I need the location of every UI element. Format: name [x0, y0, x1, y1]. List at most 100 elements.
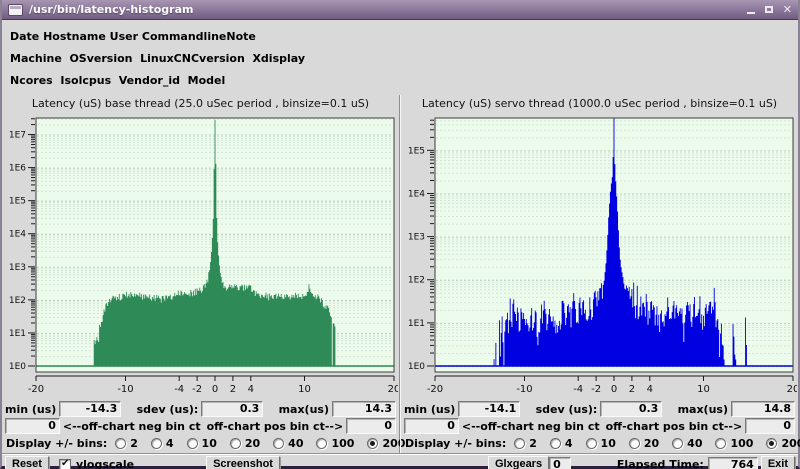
offchart-neg-label: <--off-chart neg bin ct: [62, 419, 201, 433]
display-bins-label: Display +/- bins:: [405, 437, 507, 450]
max-label: max(us): [278, 402, 329, 416]
glxgears-count-entry[interactable]: 0: [549, 456, 572, 469]
radio-checked-icon: [766, 438, 778, 449]
offchart-pos-label: off-chart pos bin ct-->: [605, 419, 743, 433]
histogram-series: [434, 118, 793, 367]
offchart-pos-entry[interactable]: 0: [346, 418, 396, 434]
bins-radio-20[interactable]: 20: [628, 437, 659, 450]
base-thread-stats-row: min (us) -14.3 sdev (us): 0.3 max(us) 14…: [2, 400, 399, 417]
close-icon[interactable]: ✕: [782, 3, 792, 16]
servo-thread-offchart-row: 0 <--off-chart neg bin ct off-chart pos …: [401, 417, 798, 434]
y-axis: 1E0 1E1 1E2 1E3 1E4 1E5: [407, 119, 434, 372]
svg-text:-2: -2: [591, 384, 601, 395]
bottom-bar: Reset ylogscale Screenshot Glxgears 0 El…: [2, 453, 798, 469]
svg-text:2: 2: [229, 384, 235, 395]
svg-text:4: 4: [646, 384, 652, 395]
offchart-neg-entry[interactable]: 0: [404, 418, 459, 434]
sdev-entry[interactable]: 0.3: [600, 401, 663, 417]
svg-text:-20: -20: [426, 384, 442, 395]
exit-button[interactable]: Exit: [760, 456, 795, 469]
title-bar[interactable]: /usr/bin/latency-histogram ✕: [2, 0, 798, 20]
x-axis: -20 -10 -4 -2 0 2 4 10 20: [27, 375, 398, 395]
svg-text:-2: -2: [192, 384, 202, 395]
min-label: min (us): [5, 402, 57, 416]
svg-text:1E0: 1E0: [407, 362, 424, 372]
bins-radio-100[interactable]: 100: [316, 437, 354, 450]
bins-radio-100[interactable]: 100: [715, 437, 753, 450]
max-label: max(us): [677, 402, 728, 416]
bins-radio-2[interactable]: 2: [514, 437, 537, 450]
bins-radio-200[interactable]: 200: [766, 437, 800, 450]
sdev-label: sdev (us):: [535, 402, 598, 416]
display-bins-label: Display +/- bins:: [6, 437, 108, 450]
histogram-series: [35, 119, 394, 367]
elapsed-time-label: Elapsed Time:: [616, 458, 704, 469]
bins-radio-4[interactable]: 4: [549, 437, 573, 450]
offchart-pos-label: off-chart pos bin ct-->: [206, 419, 344, 433]
svg-text:1E2: 1E2: [8, 296, 25, 306]
ylogscale-checkbox[interactable]: ylogscale: [58, 458, 134, 469]
radio-icon: [229, 438, 241, 449]
y-axis: 1E0 1E1 1E2 1E3 1E4 1E5 1E6 1E7: [8, 118, 35, 372]
svg-text:1E4: 1E4: [407, 189, 424, 199]
screenshot-button[interactable]: Screenshot: [206, 456, 280, 469]
radio-icon: [115, 438, 127, 449]
minimize-icon[interactable]: [746, 11, 755, 14]
base-thread-bins-row: Display +/- bins: 2 4 10 20 40 100 200: [2, 434, 405, 453]
bins-radio-10[interactable]: 10: [186, 437, 217, 450]
offchart-pos-entry[interactable]: 0: [745, 418, 795, 434]
svg-text:0: 0: [211, 384, 217, 395]
base-thread-offchart-row: 0 <--off-chart neg bin ct off-chart pos …: [2, 417, 399, 434]
radio-icon: [514, 438, 526, 449]
window-title: /usr/bin/latency-histogram: [29, 3, 194, 16]
svg-text:1E7: 1E7: [8, 131, 25, 141]
offchart-neg-entry[interactable]: 0: [5, 418, 60, 434]
svg-text:1E3: 1E3: [8, 263, 25, 273]
max-entry[interactable]: 14.8: [731, 401, 795, 417]
glxgears-button[interactable]: Glxgears: [488, 456, 550, 469]
svg-text:4: 4: [247, 384, 253, 395]
bins-radio-40[interactable]: 40: [672, 437, 702, 450]
sdev-label: sdev (us):: [136, 402, 199, 416]
svg-text:1E0: 1E0: [8, 362, 25, 372]
bins-radio-2[interactable]: 2: [115, 437, 138, 450]
svg-text:-10: -10: [117, 384, 133, 395]
base-thread-chart-title: Latency (uS) base thread (25.0 uSec peri…: [31, 97, 370, 110]
plot-border: [35, 117, 394, 373]
maximize-icon[interactable]: [764, 6, 773, 13]
info-header: Date Hostname User CommandlineNote Machi…: [2, 20, 798, 95]
bins-radio-10[interactable]: 10: [585, 437, 616, 450]
bins-radio-40[interactable]: 40: [273, 437, 303, 450]
reset-button[interactable]: Reset: [5, 456, 49, 469]
svg-text:20: 20: [387, 384, 397, 395]
svg-text:1E1: 1E1: [8, 329, 25, 339]
bins-radio-4[interactable]: 4: [150, 437, 174, 450]
svg-text:1E5: 1E5: [8, 197, 25, 207]
radio-icon: [672, 438, 684, 449]
servo-thread-stats-row: min (us) -14.1 sdev (us): 0.3 max(us) 14…: [401, 400, 798, 417]
min-entry[interactable]: -14.1: [458, 401, 521, 417]
svg-text:-10: -10: [516, 384, 532, 395]
radio-icon: [585, 438, 597, 449]
offchart-neg-label: <--off-chart neg bin ct: [461, 419, 600, 433]
svg-text:2: 2: [628, 384, 634, 395]
header-line-2: Machine OSversion LinuxCNCversion Xdispl…: [10, 52, 306, 65]
radio-icon: [715, 438, 727, 449]
radio-checked-icon: [367, 438, 379, 449]
radio-icon: [186, 438, 198, 449]
svg-text:-4: -4: [174, 384, 184, 395]
bins-radio-200[interactable]: 200: [367, 437, 405, 450]
radio-icon: [316, 438, 328, 449]
servo-thread-chart-title: Latency (uS) servo thread (1000.0 uSec p…: [421, 97, 778, 110]
min-entry[interactable]: -14.3: [59, 401, 122, 417]
bins-radio-20[interactable]: 20: [229, 437, 260, 450]
max-entry[interactable]: 14.3: [332, 401, 396, 417]
base-thread-panel: Latency (uS) base thread (25.0 uSec peri…: [2, 95, 405, 453]
svg-text:-4: -4: [573, 384, 583, 395]
sdev-entry[interactable]: 0.3: [201, 401, 264, 417]
svg-text:1E1: 1E1: [407, 319, 424, 329]
elapsed-time-entry[interactable]: 764: [707, 456, 758, 469]
header-line-3: Ncores Isolcpus Vendor_id Model: [10, 74, 226, 87]
